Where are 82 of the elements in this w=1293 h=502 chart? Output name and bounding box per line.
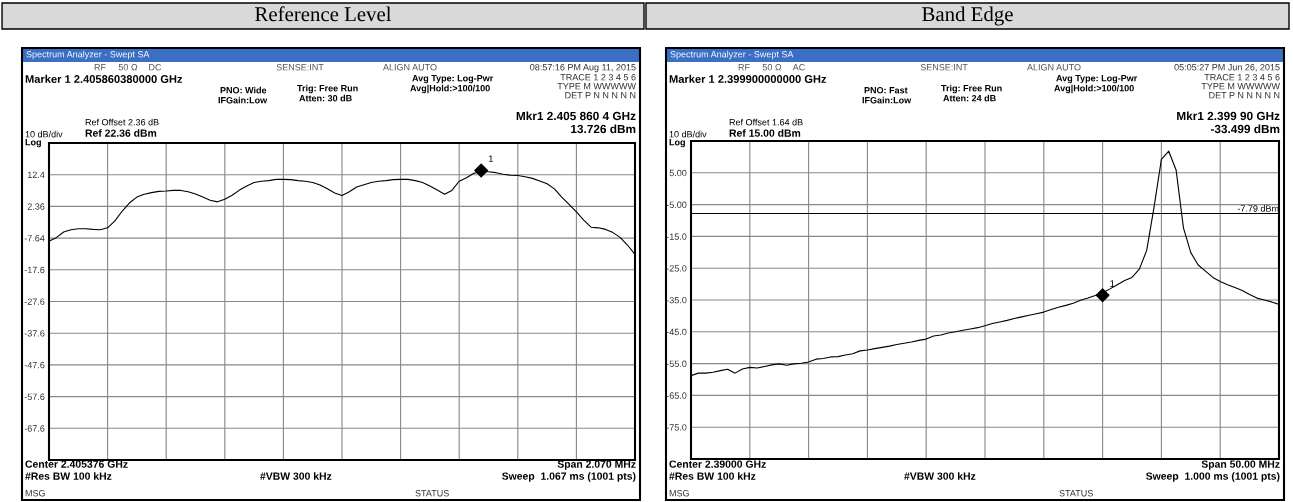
series-label: 1	[488, 155, 494, 163]
text: Ref 22.36 dBm	[85, 129, 157, 137]
text: Log	[25, 139, 41, 148]
text: #VBW 300 kHz	[904, 472, 976, 480]
text: #VBW 300 kHz	[260, 472, 332, 480]
text: Span 50.00 MHz	[1201, 460, 1280, 470]
y-tick-label: -75.0	[666, 424, 687, 431]
text: Avg Type: Log-Pwr	[1056, 75, 1138, 84]
text: Ref 15.00 dBm	[729, 129, 801, 137]
text: Sweep 1.067 ms (1001 pts)	[501, 472, 636, 482]
y-tick-label: -57.6	[24, 393, 45, 400]
text: PNO: Wide	[220, 86, 267, 94]
text: 08:57:16 PM Aug 11, 2015	[530, 64, 636, 73]
y-tick-label: -47.6	[24, 361, 45, 369]
y-tick-label: -65.0	[666, 392, 687, 399]
text: Spectrum Analyzer - Swept SA	[670, 50, 794, 60]
text: Log	[669, 139, 685, 148]
text: RF	[738, 64, 750, 71]
text: Trig: Free Run	[297, 84, 358, 94]
text: Avg|Hold:>100/100	[410, 84, 490, 94]
text: TYPE M WWWWW	[557, 83, 636, 90]
y-tick-label: -55.0	[666, 360, 687, 367]
text: Avg Type: Log-Pwr	[412, 75, 494, 84]
text: 50 Ω	[762, 64, 782, 71]
y-tick-label: -15.0	[666, 233, 687, 240]
y-tick-label: 12.4	[27, 171, 45, 178]
text: TRACE 1 2 3 4 5 6	[1204, 74, 1280, 81]
y-tick-label: -45.0	[666, 328, 687, 336]
text: 10 dB/div	[669, 130, 707, 138]
text: STATUS	[415, 490, 449, 497]
text: Trig: Free Run	[941, 84, 1002, 94]
text: SENSE:INT	[276, 64, 324, 71]
y-tick-label: -27.6	[24, 298, 45, 305]
series-label: 1	[1110, 280, 1115, 287]
text: 05:05:27 PM Jun 26, 2015	[1174, 64, 1280, 72]
chart-title: Reference Level	[255, 6, 392, 22]
text: DET P N N N N N	[1209, 92, 1280, 99]
y-tick-label: -7.64	[24, 235, 45, 242]
text: Mkr1 2.405 860 4 GHz	[516, 111, 636, 121]
y-tick-label: -5.00	[666, 201, 687, 208]
text: AC	[792, 64, 805, 71]
text: TRACE 1 2 3 4 5 6	[560, 74, 636, 81]
y-tick-label: 2.36	[27, 203, 45, 210]
text: Atten: 24 dB	[943, 94, 996, 102]
ref-line-label: -7.79 dBm	[1237, 205, 1279, 212]
text: Center 2.39000 GHz	[669, 460, 766, 468]
text: 10 dB/div	[25, 130, 63, 138]
text: ALIGN AUTO	[1027, 64, 1081, 71]
text: -33.499 dBm	[1210, 124, 1280, 134]
text: DC	[149, 64, 162, 71]
text: RF	[94, 64, 106, 71]
text: Spectrum Analyzer - Swept SA	[26, 50, 150, 60]
text: Span 2.070 MHz	[557, 460, 636, 470]
text: Ref Offset 1.64 dB	[729, 118, 803, 126]
text: DET P N N N N N	[565, 92, 636, 99]
text: MSG	[25, 490, 45, 497]
y-tick-label: -17.6	[24, 266, 45, 274]
text: IFGain:Low	[218, 96, 268, 104]
text: Marker 1 2.405860380000 GHz	[25, 74, 183, 83]
text: Mkr1 2.399 90 GHz	[1177, 111, 1280, 121]
text: 50 Ω	[118, 64, 138, 71]
text: MSG	[669, 490, 689, 497]
text: 13.726 dBm	[571, 124, 636, 134]
text: PNO: Fast	[864, 87, 908, 94]
text: Atten: 30 dB	[299, 94, 352, 102]
text: Ref Offset 2.36 dB	[85, 118, 159, 126]
y-tick-label: -25.0	[666, 265, 687, 272]
y-tick-label: -67.6	[24, 425, 45, 432]
text: #Res BW 100 kHz	[25, 472, 112, 480]
text: Sweep 1.000 ms (1001 pts)	[1145, 472, 1280, 482]
text: ALIGN AUTO	[383, 64, 437, 71]
chart-title: Band Edge	[922, 6, 1013, 26]
text: #Res BW 100 kHz	[669, 472, 756, 480]
text: Marker 1 2.399900000000 GHz	[669, 74, 827, 83]
text: TYPE M WWWWW	[1201, 83, 1280, 90]
y-tick-label: -37.6	[24, 330, 45, 337]
text: Avg|Hold:>100/100	[1054, 84, 1134, 94]
y-tick-label: 5.00	[669, 169, 687, 177]
text: STATUS	[1059, 490, 1093, 497]
y-tick-label: -35.0	[666, 296, 687, 304]
text: IFGain:Low	[862, 96, 912, 104]
text: SENSE:INT	[920, 64, 968, 71]
